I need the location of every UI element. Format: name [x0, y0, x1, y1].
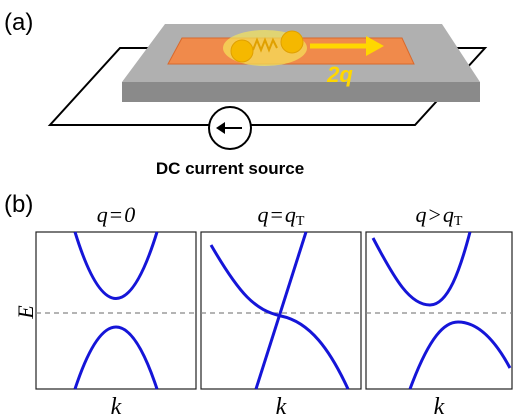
panel-title: q>qT	[416, 202, 463, 229]
title-part: >	[429, 202, 441, 227]
source-label: DC current source	[156, 159, 304, 178]
title-part: T	[454, 214, 463, 229]
electron	[281, 31, 303, 53]
title-part: q	[97, 202, 108, 227]
title-part: q	[285, 202, 296, 227]
arrow-label: 2q	[326, 62, 353, 87]
title-part: T	[296, 214, 305, 229]
substrate-side	[122, 82, 480, 102]
panel-label: (b)	[4, 191, 33, 218]
title-part: q	[258, 202, 269, 227]
panel-title: q=qT	[258, 202, 305, 229]
title-part: =	[110, 202, 122, 227]
x-axis-label: k	[434, 394, 445, 419]
title-part: q	[416, 202, 427, 227]
figure: (a) 2q DC current source (b) E q=0kq=qTk…	[0, 0, 514, 419]
panel-title: q=0	[97, 202, 135, 227]
title-part: q	[443, 202, 454, 227]
plot-frame	[366, 232, 512, 389]
x-axis-label: k	[276, 394, 287, 419]
plot-frame	[36, 232, 196, 389]
title-part: 0	[124, 202, 135, 227]
title-part: =	[271, 202, 283, 227]
x-axis-label: k	[111, 394, 122, 419]
y-axis-label: E	[13, 305, 38, 320]
electron	[231, 40, 253, 62]
panel-label: (a)	[4, 9, 33, 36]
